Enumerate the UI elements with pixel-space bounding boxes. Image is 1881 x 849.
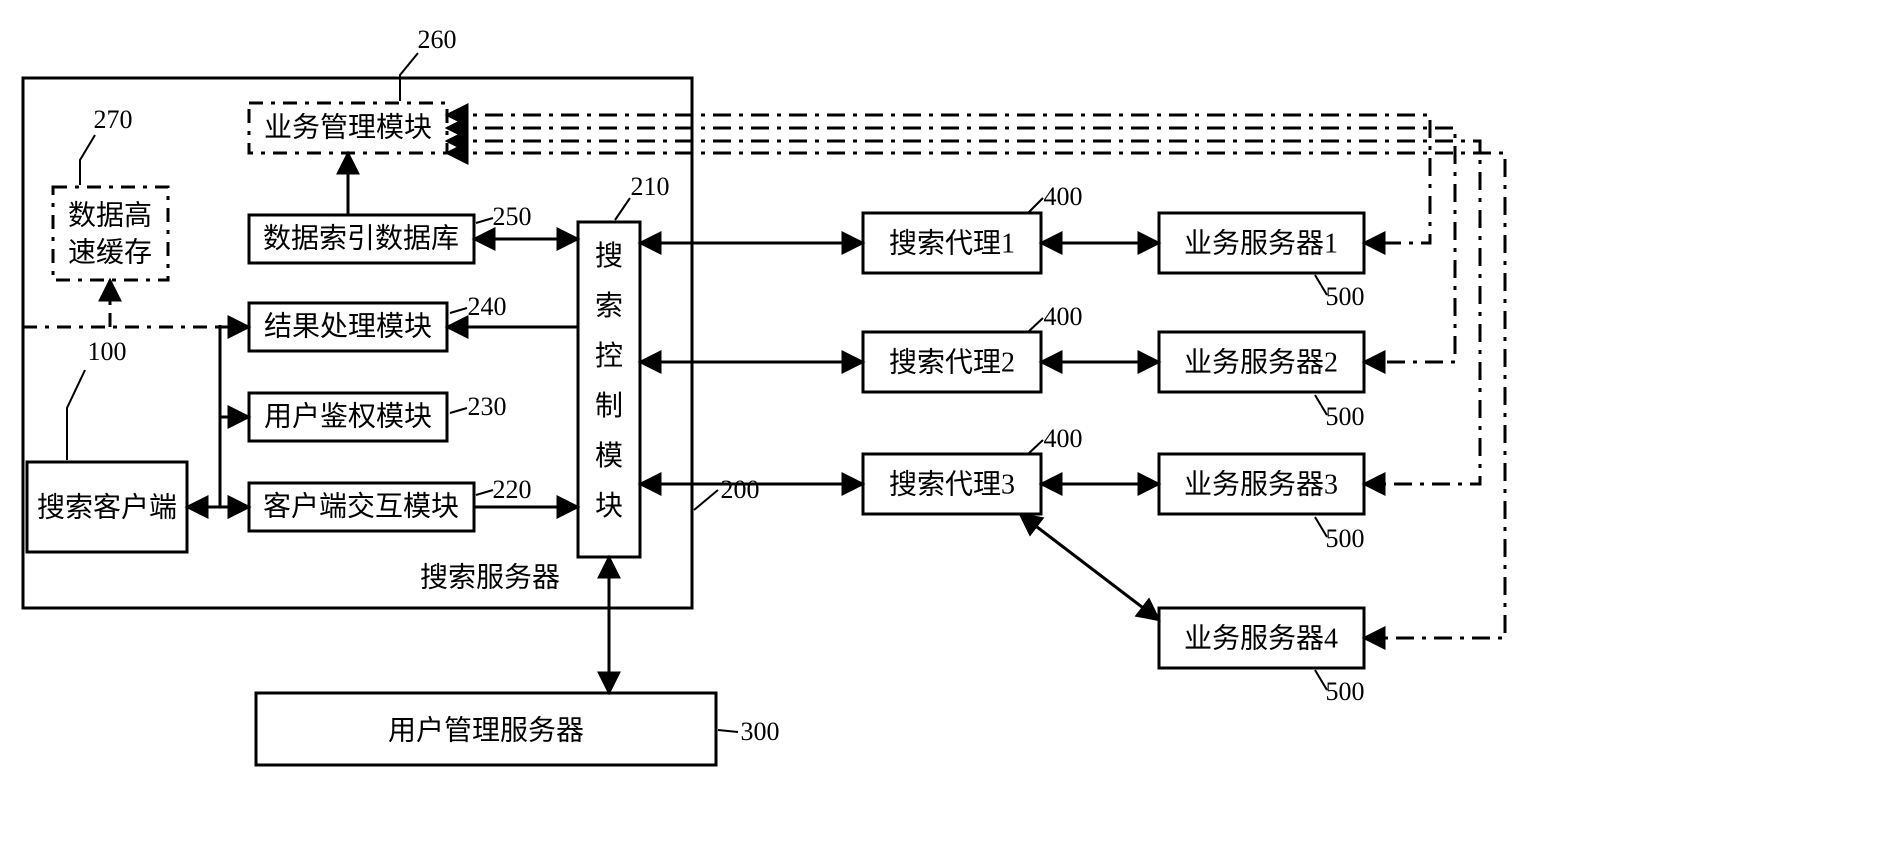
agent3-text: 搜索代理3: [889, 468, 1015, 500]
ref-400-2: 400: [1044, 302, 1083, 331]
server4-text: 业务服务器4: [1184, 622, 1338, 654]
agent2-text: 搜索代理2: [889, 346, 1015, 378]
ref-230: 230: [468, 392, 507, 421]
ref-220-leader: [476, 490, 493, 495]
ref-400-1: 400: [1044, 182, 1083, 211]
ref-500-1: 500: [1326, 282, 1365, 311]
ref-400-3-leader: [1028, 440, 1043, 454]
search-ctrl-t1: 搜: [595, 240, 623, 272]
result-proc-text: 结果处理模块: [264, 310, 432, 342]
search-ctrl-t2: 索: [595, 290, 623, 322]
dash-biz-s1: [447, 115, 1430, 243]
server1-text: 业务服务器1: [1184, 227, 1338, 259]
search-server-label: 搜索服务器: [420, 561, 560, 593]
data-index-text: 数据索引数据库: [263, 222, 459, 254]
ref-220: 220: [493, 475, 532, 504]
ref-300: 300: [741, 717, 780, 746]
client-interact-text: 客户端交互模块: [263, 490, 459, 522]
search-client-text: 搜索客户端: [37, 491, 177, 523]
biz-mgmt-text: 业务管理模块: [264, 111, 432, 143]
search-ctrl-t3: 控: [595, 340, 623, 372]
ref-500-4: 500: [1326, 677, 1365, 706]
ref-200-leader: [694, 490, 718, 510]
user-auth-text: 用户鉴权模块: [264, 400, 432, 432]
ref-400-1-leader: [1028, 198, 1043, 213]
ref-210-leader: [615, 198, 630, 220]
ref-240-leader: [450, 308, 467, 313]
ref-210: 210: [631, 172, 670, 201]
agent1-text: 搜索代理1: [889, 227, 1015, 259]
ref-260: 260: [418, 25, 457, 54]
ref-200: 200: [721, 475, 760, 504]
data-cache-text2: 速缓存: [68, 236, 152, 268]
ref-250-leader: [476, 218, 493, 223]
ref-400-2-leader: [1028, 318, 1043, 332]
ref-300-leader: [718, 730, 738, 732]
ref-250: 250: [493, 202, 532, 231]
ref-270: 270: [94, 105, 133, 134]
conn-agent3-server4: [1020, 514, 1159, 620]
user-mgmt-text: 用户管理服务器: [388, 714, 584, 746]
ref-270-leader: [80, 135, 95, 185]
ref-240: 240: [468, 292, 507, 321]
ref-100: 100: [88, 337, 127, 366]
ref-500-3: 500: [1326, 524, 1365, 553]
server3-text: 业务服务器3: [1184, 468, 1338, 500]
ref-500-2: 500: [1326, 402, 1365, 431]
search-ctrl-t6: 块: [595, 491, 623, 522]
search-ctrl-t4: 制: [595, 390, 623, 422]
ref-230-leader: [450, 408, 467, 413]
ref-400-3: 400: [1044, 424, 1083, 453]
ref-100-leader: [67, 370, 85, 460]
data-cache-text1: 数据高: [68, 199, 152, 231]
server2-text: 业务服务器2: [1184, 346, 1338, 378]
search-ctrl-t5: 模: [595, 440, 623, 472]
